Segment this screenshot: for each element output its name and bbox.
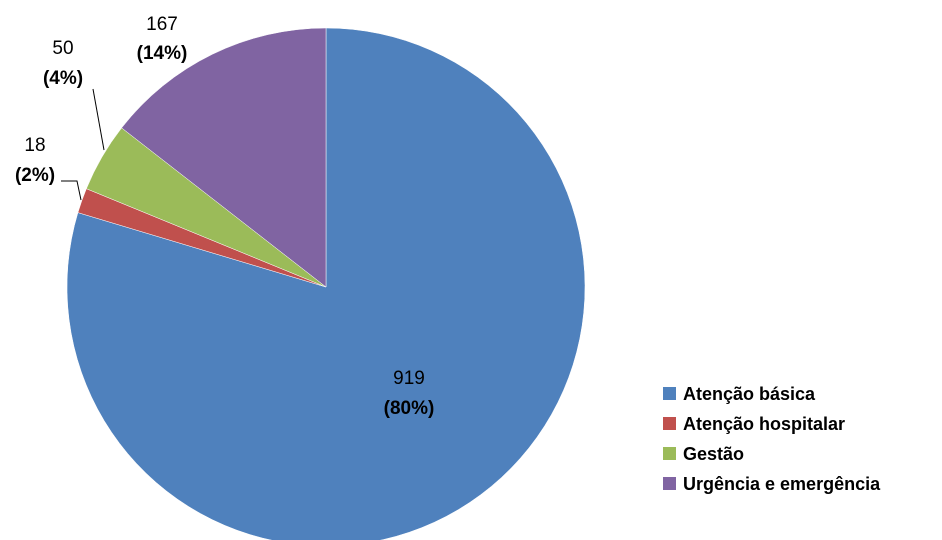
pie-slices	[66, 27, 586, 540]
data-label-percent-atencao-hospitalar: (2%)	[15, 165, 55, 186]
legend: Atenção básica Atenção hospitalar Gestão Ur…	[663, 384, 881, 494]
legend-swatch-urgencia-e-emergencia	[663, 477, 676, 490]
leader-line-atencao-hospitalar	[61, 180, 82, 201]
data-label-value-gestao: 50	[52, 38, 73, 59]
data-label-percent-gestao: (4%)	[43, 68, 83, 89]
legend-label-atencao-hospitalar: Atenção hospitalar	[683, 414, 845, 434]
leader-line-gestao	[92, 88, 105, 151]
leader-lines	[61, 88, 105, 201]
legend-swatch-atencao-hospitalar	[663, 417, 676, 430]
data-label-percent-urgencia-e-emergencia: (14%)	[137, 43, 188, 64]
legend-swatch-atencao-basica	[663, 387, 676, 400]
legend-swatch-gestao	[663, 447, 676, 460]
data-label-percent-atencao-basica: (80%)	[384, 398, 435, 419]
pie-slice-atencao-basica	[66, 27, 586, 540]
legend-label-urgencia-e-emergencia: Urgência e emergência	[683, 474, 881, 494]
data-labels: 919 (80%) 18 (2%) 50 (4%) 167 (14%)	[15, 14, 434, 419]
data-label-value-atencao-basica: 919	[393, 368, 425, 389]
legend-label-atencao-basica: Atenção básica	[683, 384, 816, 404]
legend-label-gestao: Gestão	[683, 444, 744, 464]
data-label-value-urgencia-e-emergencia: 167	[146, 14, 178, 35]
pie-slice-urgencia-e-emergencia	[121, 27, 327, 288]
data-label-value-atencao-hospitalar: 18	[24, 135, 45, 156]
